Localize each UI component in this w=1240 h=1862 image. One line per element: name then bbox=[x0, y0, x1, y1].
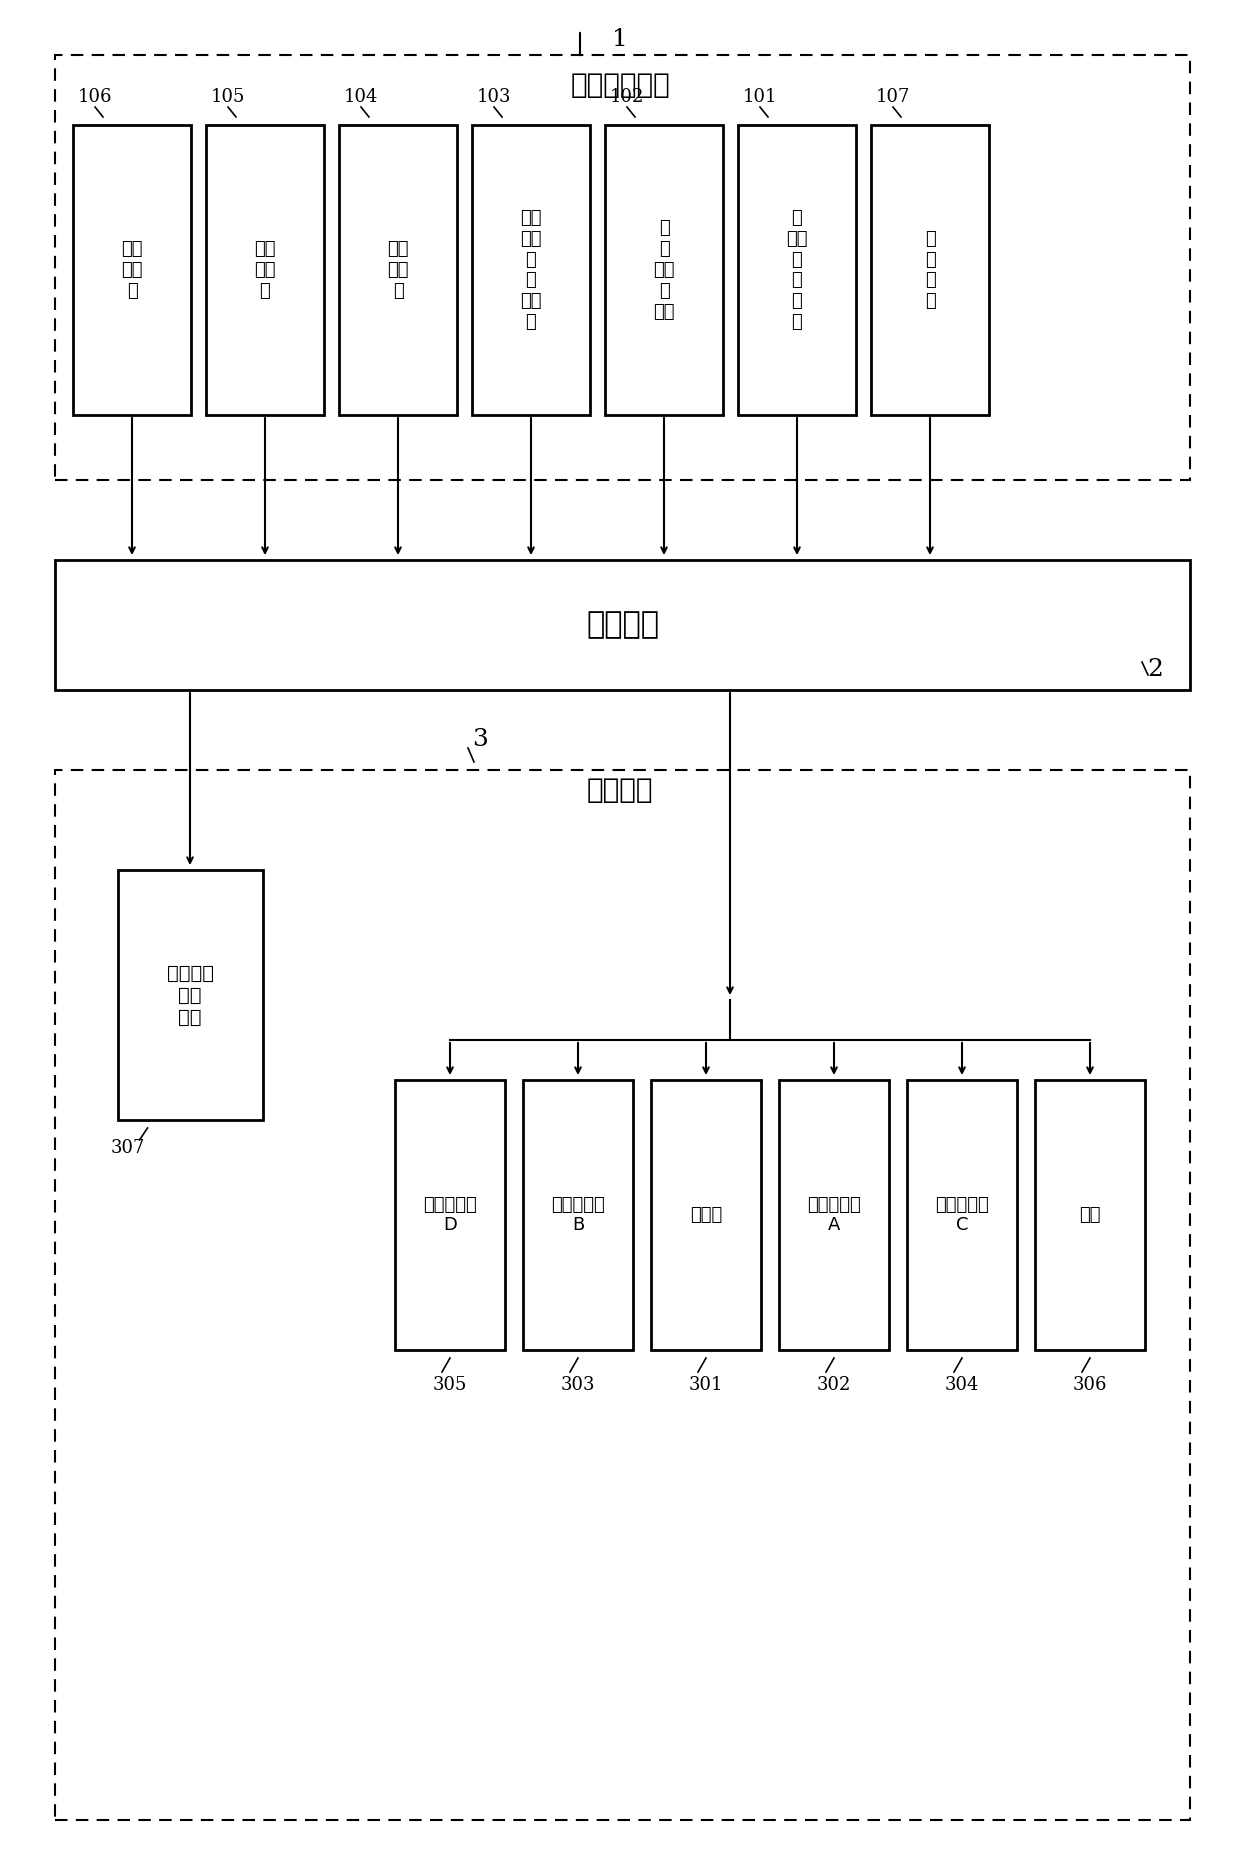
Text: 车
载
雷
达: 车 载 雷 达 bbox=[925, 229, 935, 311]
FancyBboxPatch shape bbox=[472, 125, 590, 415]
Text: 控制单元: 控制单元 bbox=[587, 611, 658, 639]
Text: 307: 307 bbox=[110, 1140, 145, 1156]
FancyBboxPatch shape bbox=[118, 870, 263, 1121]
Text: 执行单元: 执行单元 bbox=[587, 776, 653, 804]
Text: 103: 103 bbox=[477, 88, 511, 106]
Text: 106: 106 bbox=[78, 88, 113, 106]
Text: 304: 304 bbox=[945, 1376, 980, 1395]
Text: 外
传感
器
界
车
灯: 外 传感 器 界 车 灯 bbox=[786, 209, 807, 331]
Text: 1: 1 bbox=[613, 28, 627, 52]
FancyBboxPatch shape bbox=[396, 1080, 505, 1350]
Text: 时间
传感
器: 时间 传感 器 bbox=[387, 240, 409, 300]
Text: 转向补光灯
B: 转向补光灯 B bbox=[551, 1195, 605, 1235]
Text: 车内语音
提醒
系统: 车内语音 提醒 系统 bbox=[166, 963, 213, 1026]
Text: 垂
直
传感
器
位置: 垂 直 传感 器 位置 bbox=[653, 220, 675, 320]
FancyBboxPatch shape bbox=[206, 125, 324, 415]
FancyBboxPatch shape bbox=[779, 1080, 889, 1350]
FancyBboxPatch shape bbox=[870, 125, 990, 415]
FancyBboxPatch shape bbox=[73, 125, 191, 415]
Text: 雨刺
传感
器: 雨刺 传感 器 bbox=[122, 240, 143, 300]
Text: 302: 302 bbox=[817, 1376, 851, 1395]
Text: 306: 306 bbox=[1073, 1376, 1107, 1395]
Text: 数据采集单元: 数据采集单元 bbox=[570, 71, 670, 99]
FancyBboxPatch shape bbox=[605, 125, 723, 415]
Text: 102: 102 bbox=[610, 88, 645, 106]
Text: 104: 104 bbox=[343, 88, 378, 106]
Text: 车速
传感
器: 车速 传感 器 bbox=[254, 240, 275, 300]
FancyBboxPatch shape bbox=[738, 125, 856, 415]
FancyBboxPatch shape bbox=[906, 1080, 1017, 1350]
Text: 303: 303 bbox=[560, 1376, 595, 1395]
Text: 107: 107 bbox=[875, 88, 910, 106]
FancyBboxPatch shape bbox=[339, 125, 458, 415]
FancyBboxPatch shape bbox=[55, 560, 1190, 691]
FancyBboxPatch shape bbox=[1035, 1080, 1145, 1350]
Text: 2: 2 bbox=[1147, 659, 1163, 681]
Text: 方位
向盘
转
角
传感
器: 方位 向盘 转 角 传感 器 bbox=[521, 209, 542, 331]
Text: 坡道补光灯
D: 坡道补光灯 D bbox=[423, 1195, 477, 1235]
Text: 转向补光灯
A: 转向补光灯 A bbox=[807, 1195, 861, 1235]
FancyBboxPatch shape bbox=[651, 1080, 761, 1350]
Text: 105: 105 bbox=[211, 88, 246, 106]
Bar bbox=[55, 56, 1190, 480]
Text: 近光灯: 近光灯 bbox=[689, 1207, 722, 1223]
Text: 3: 3 bbox=[472, 728, 487, 752]
FancyBboxPatch shape bbox=[523, 1080, 632, 1350]
Text: 305: 305 bbox=[433, 1376, 467, 1395]
Text: 101: 101 bbox=[743, 88, 777, 106]
Text: 雾灯: 雾灯 bbox=[1079, 1207, 1101, 1223]
Bar bbox=[55, 771, 1190, 1819]
Text: 坡道补光灯
C: 坡道补光灯 C bbox=[935, 1195, 988, 1235]
Text: 301: 301 bbox=[688, 1376, 723, 1395]
